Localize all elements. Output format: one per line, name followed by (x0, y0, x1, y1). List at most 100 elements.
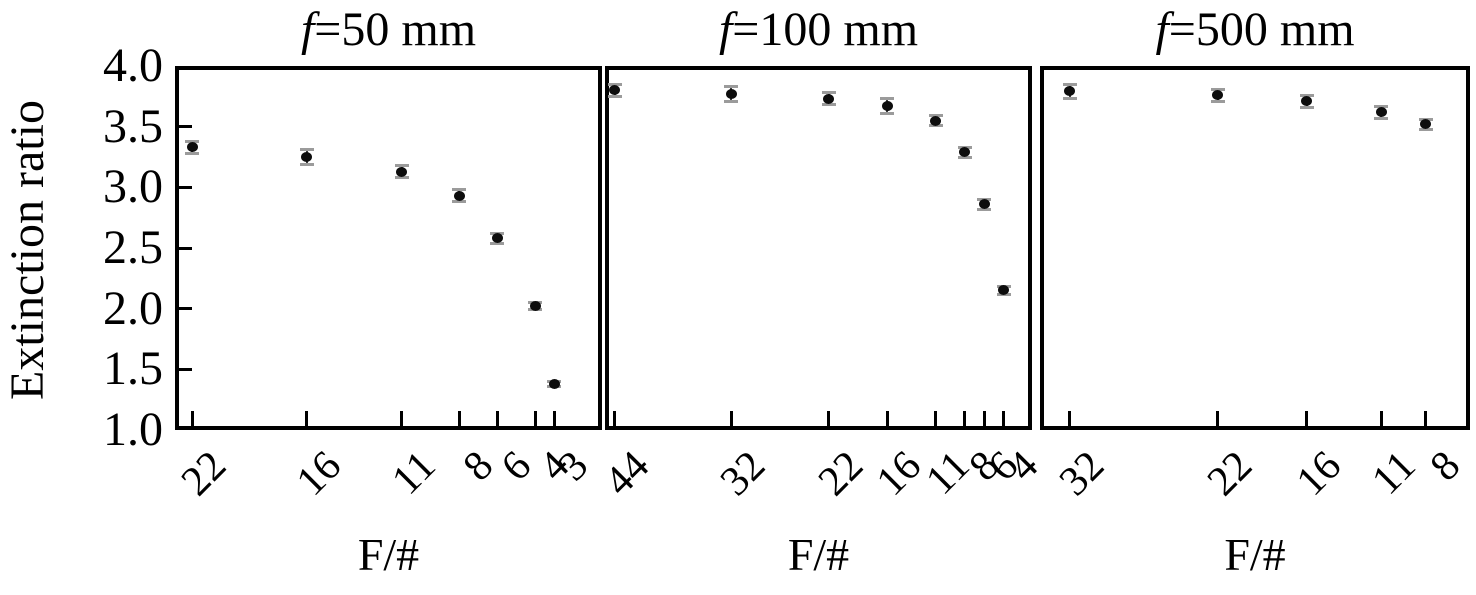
error-bar-cap (394, 163, 409, 167)
error-bar-cap (977, 207, 992, 211)
data-point (491, 233, 503, 244)
error-bar-cap (1210, 99, 1225, 103)
error-bar-cap (1062, 97, 1077, 101)
y-tick-label: 4.0 (103, 39, 163, 92)
x-axis-tick (613, 411, 617, 426)
x-axis-tick (1068, 411, 1072, 426)
data-point (453, 190, 465, 201)
error-bar-cap (880, 97, 895, 101)
error-bar-cap (1299, 105, 1314, 109)
x-axis-tick (885, 411, 889, 426)
error-bar-cap (299, 162, 314, 166)
data-point (609, 85, 621, 96)
x-tick-label: 22 (1198, 442, 1262, 505)
error-bar-cap (724, 85, 739, 89)
x-axis-tick (934, 411, 938, 426)
x-axis-tick (305, 411, 309, 426)
error-bar-cap (185, 139, 200, 143)
data-point (396, 166, 408, 177)
x-tick-label: 16 (287, 442, 350, 505)
error-bar-cap (1374, 104, 1389, 108)
error-bar-cap (185, 151, 200, 155)
data-point (959, 147, 971, 158)
panel-frame (1040, 66, 1470, 430)
x-tick-label: 32 (712, 442, 775, 505)
data-point (1420, 119, 1432, 130)
data-point (1064, 86, 1076, 97)
error-bar-cap (490, 241, 505, 245)
data-point (978, 199, 990, 210)
error-bar-cap (299, 148, 314, 152)
x-axis-tick (1379, 411, 1383, 426)
x-tick-label: 44 (595, 442, 658, 505)
error-bar-cap (821, 91, 836, 95)
error-bar-cap (1418, 127, 1433, 131)
x-axis-tick (827, 411, 831, 426)
x-axis-tick (1216, 411, 1220, 426)
y-tick-label: 1.0 (103, 403, 163, 456)
error-bar-cap (1374, 116, 1389, 120)
x-axis-tick (1424, 411, 1428, 426)
data-point (548, 378, 560, 389)
data-point (998, 285, 1010, 296)
x-axis-tick (963, 411, 967, 426)
x-axis-tick (729, 411, 733, 426)
panel-title: f=100 mm (718, 3, 919, 56)
panel-title: f=50 mm (300, 3, 477, 56)
data-point (1375, 107, 1387, 118)
y-axis-tick (179, 125, 192, 129)
x-axis-tick (400, 411, 404, 426)
error-bar-cap (607, 82, 622, 86)
y-axis-tick (179, 246, 192, 250)
error-bar-cap (1299, 93, 1314, 97)
panel-frame (175, 66, 602, 430)
data-point (725, 88, 737, 99)
x-tick-label: 22 (173, 442, 236, 505)
error-bar-cap (607, 94, 622, 98)
error-bar-cap (880, 111, 895, 115)
error-bar-cap (1062, 82, 1077, 86)
x-tick-label: 32 (1050, 442, 1113, 505)
y-tick-label: 3.0 (103, 160, 163, 214)
x-axis-tick (190, 411, 194, 426)
error-bar-cap (452, 188, 467, 192)
data-point (881, 101, 893, 112)
x-axis-title: F/# (787, 529, 850, 580)
data-point (529, 301, 541, 312)
data-point (301, 152, 313, 162)
x-tick-label: 16 (1287, 442, 1351, 505)
y-tick-label: 3.5 (103, 99, 163, 153)
y-axis-tick (179, 307, 192, 311)
error-bar-cap (957, 155, 972, 159)
data-point (1212, 90, 1224, 101)
x-tick-label: 11 (383, 442, 445, 504)
y-axis-tick (179, 185, 192, 189)
panel-frame (605, 66, 1032, 430)
error-bar-cap (724, 99, 739, 103)
x-tick-label: 22 (809, 442, 872, 505)
x-tick-label: 11 (1363, 442, 1425, 504)
error-bar-cap (394, 176, 409, 180)
x-axis-title: F/# (357, 529, 420, 580)
x-axis-tick (1305, 411, 1309, 426)
error-bar-cap (821, 103, 836, 107)
x-axis-title: F/# (1224, 529, 1286, 580)
x-axis-tick (1002, 411, 1006, 426)
x-tick-label: 8 (454, 442, 503, 490)
x-axis-tick (533, 411, 537, 426)
data-point (823, 93, 835, 104)
y-tick-label: 1.5 (103, 342, 163, 396)
data-point (1301, 96, 1313, 107)
error-bar-cap (452, 200, 467, 204)
x-axis-tick (552, 411, 556, 426)
y-tick-label: 2.0 (103, 281, 163, 335)
x-axis-tick (457, 411, 461, 426)
x-axis-tick (982, 411, 986, 426)
x-axis-tick (495, 411, 499, 426)
x-tick-label: 6 (492, 442, 541, 490)
x-tick-label: 8 (1421, 442, 1469, 490)
error-bar-cap (1210, 87, 1225, 91)
panel-title: f=500 mm (1155, 3, 1355, 56)
y-axis-tick (179, 367, 192, 371)
